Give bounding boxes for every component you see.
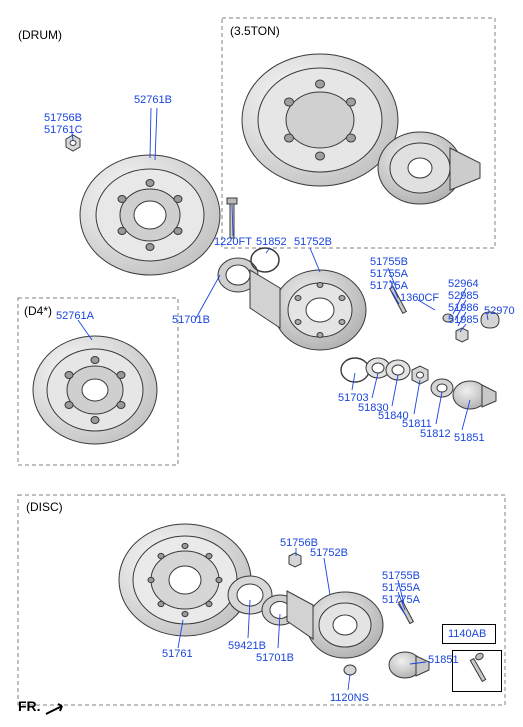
label-51761C: 51761C: [44, 124, 83, 137]
section-35ton: (3.5TON): [230, 24, 280, 38]
box-bolt: [452, 650, 502, 692]
label-1120NS: 1120NS: [330, 692, 369, 705]
label-51761: 51761: [162, 648, 193, 661]
label-51752B-bot: 51752B: [310, 547, 348, 560]
section-d4: (D4*): [24, 304, 52, 318]
label-51852: 51852: [256, 236, 287, 249]
fr-indicator: FR.: [18, 698, 41, 714]
label-1140AB: 1140AB: [448, 628, 486, 641]
label-51812: 51812: [420, 428, 451, 441]
label-52970: 52970: [484, 305, 515, 318]
section-disc: (DISC): [26, 500, 63, 514]
label-51775A-bot: 51775A: [382, 594, 420, 607]
section-drum: (DRUM): [18, 28, 62, 42]
label-52761B: 52761B: [134, 94, 172, 107]
label-51985: 51985: [448, 314, 479, 327]
label-51701B-top: 51701B: [172, 314, 210, 327]
label-52761A: 52761A: [56, 310, 94, 323]
label-1220FT: 1220FT: [214, 236, 252, 249]
label-51752B-top: 51752B: [294, 236, 332, 249]
label-1360CF: 1360CF: [400, 292, 439, 305]
label-51851-top: 51851: [454, 432, 485, 445]
label-51701B-bot: 51701B: [256, 652, 294, 665]
